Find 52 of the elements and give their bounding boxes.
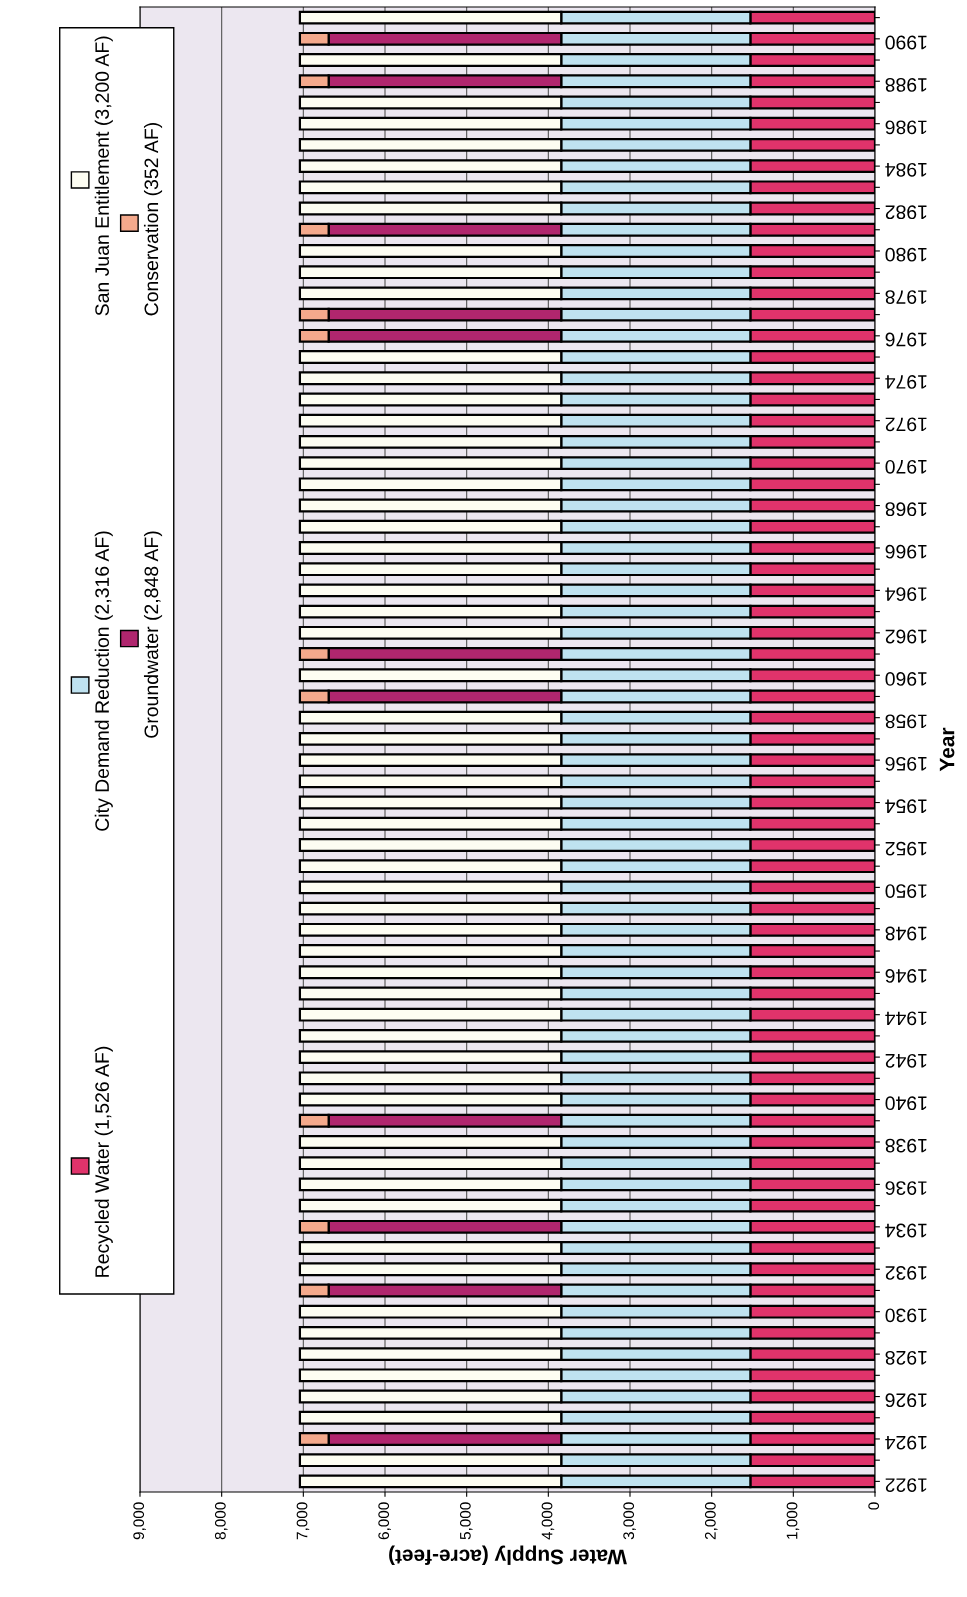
- y-tick-label: 1926: [885, 1393, 927, 1408]
- y-tick-label: 1924: [885, 1435, 927, 1450]
- y-tick-label: 1976: [885, 332, 927, 347]
- x-tick-label: 2,000: [704, 1502, 718, 1540]
- x-tick-label: 9,000: [133, 1502, 146, 1540]
- y-tick-label: 1934: [885, 1223, 927, 1238]
- x-axis-title: Water Supply (acre-feet): [389, 1545, 627, 1565]
- y-tick-label: 1990: [885, 35, 927, 50]
- y-tick-label: 1966: [885, 544, 927, 559]
- x-tick-label: 8,000: [214, 1502, 228, 1540]
- y-tick-label: 1928: [885, 1350, 927, 1365]
- y-tick-label: 1982: [885, 205, 927, 220]
- y-tick-label: 1960: [885, 672, 927, 686]
- legend-label: City Demand Reduction (2,316 AF): [94, 531, 113, 831]
- y-tick-label: 1930: [885, 1308, 927, 1323]
- y-tick-label: 1942: [885, 1053, 927, 1068]
- y-tick-label: 1988: [885, 78, 927, 92]
- y-tick-label: 1946: [885, 969, 927, 983]
- x-tick-label: 1,000: [786, 1502, 800, 1539]
- y-tick-label: 1984: [885, 162, 927, 177]
- y-tick-label: 1972: [885, 417, 927, 432]
- x-tick-label: 0: [868, 1502, 880, 1510]
- legend-label: San Juan Entitlement (3,200 AF): [94, 36, 113, 316]
- y-tick-label: 1986: [885, 120, 927, 135]
- y-tick-label: 1936: [885, 1181, 927, 1195]
- legend-label: Recycled Water (1,526 AF): [94, 1046, 113, 1277]
- y-tick-label: 1944: [885, 1011, 927, 1026]
- x-tick-label: 5,000: [459, 1502, 473, 1540]
- x-tick-label: 3,000: [623, 1502, 636, 1540]
- y-tick-label: 1958: [885, 714, 927, 729]
- y-axis-title: Year: [939, 727, 955, 772]
- y-tick-label: 1964: [885, 587, 927, 601]
- y-tick-label: 1940: [885, 1096, 927, 1111]
- y-tick-label: 1962: [885, 629, 927, 644]
- x-tick-label: 7,000: [296, 1502, 310, 1540]
- y-tick-label: 1974: [885, 375, 927, 389]
- y-tick-label: 1980: [885, 247, 927, 262]
- y-tick-label: 1978: [885, 290, 927, 304]
- legend-label: Groundwater (2,848 AF): [143, 531, 163, 738]
- y-tick-label: 1922: [885, 1478, 927, 1492]
- y-tick-label: 1932: [885, 1266, 927, 1280]
- legend-label: Conservation (352 AF): [143, 123, 163, 316]
- y-tick-label: 1970: [885, 459, 927, 474]
- y-tick-label: 1968: [885, 502, 927, 517]
- x-tick-label: 6,000: [378, 1502, 391, 1540]
- x-tick-label: 4,000: [541, 1502, 555, 1540]
- y-tick-label: 1950: [885, 884, 927, 898]
- y-tick-label: 1952: [885, 841, 927, 856]
- y-tick-label: 1956: [885, 756, 927, 771]
- y-tick-label: 1954: [885, 799, 927, 814]
- y-tick-label: 1938: [885, 1138, 927, 1153]
- y-tick-label: 1948: [885, 926, 927, 941]
